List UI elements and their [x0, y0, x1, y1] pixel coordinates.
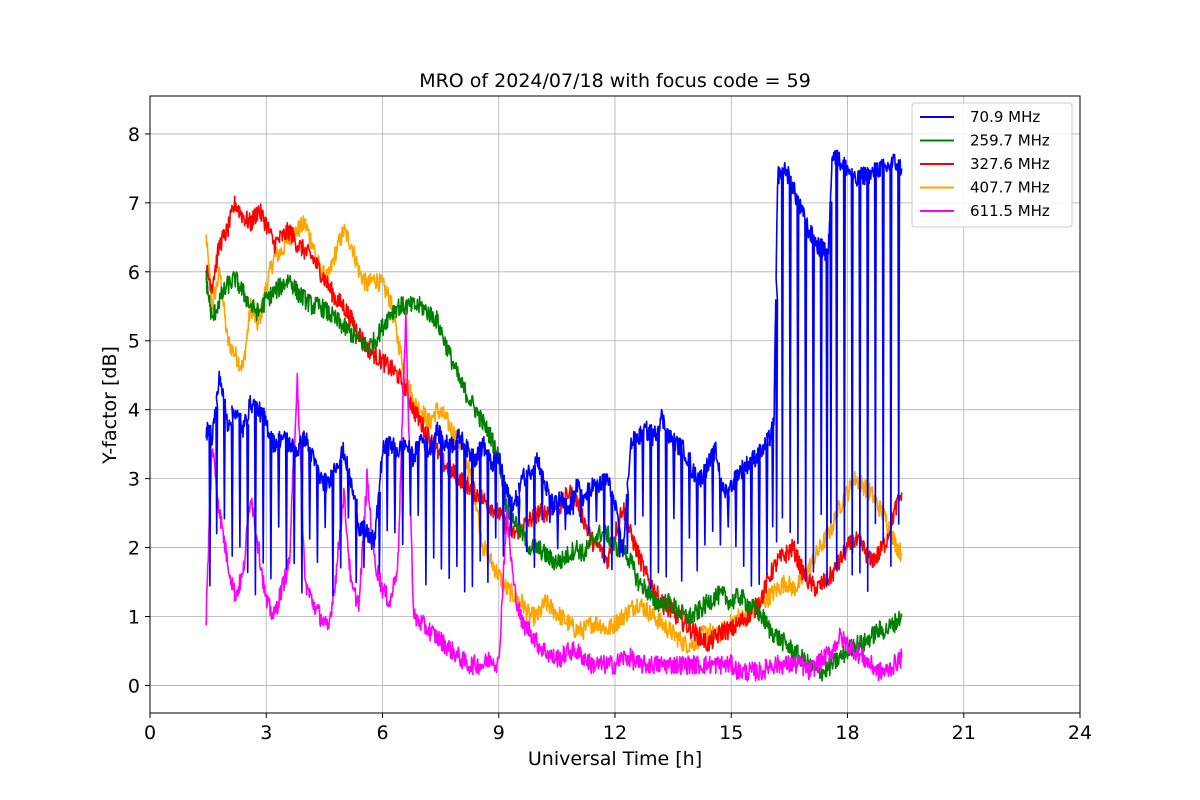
grid	[149, 96, 1081, 713]
y-tick-label: 4	[128, 400, 140, 422]
legend-label: 611.5 MHz	[970, 202, 1050, 220]
x-tick-label: 9	[493, 722, 505, 744]
legend-label: 70.9 MHz	[970, 108, 1040, 126]
legend-label: 407.7 MHz	[970, 179, 1050, 197]
y-tick-label: 1	[128, 606, 140, 628]
x-axis: 0 3 6 9 12 15 18 21 24	[144, 713, 1092, 744]
x-tick-label: 24	[1068, 722, 1092, 744]
x-tick-label: 0	[144, 722, 156, 744]
chart-title: MRO of 2024/07/18 with focus code = 59	[419, 70, 811, 92]
y-tick-label: 0	[128, 675, 140, 697]
series-line-3	[205, 215, 903, 655]
x-tick-label: 6	[376, 722, 388, 744]
y-tick-label: 7	[128, 193, 140, 215]
y-axis-label: Y-factor [dB]	[99, 346, 121, 465]
y-tick-label: 6	[128, 262, 140, 284]
y-tick-label: 3	[128, 469, 140, 491]
y-tick-label: 5	[128, 331, 140, 353]
x-tick-label: 18	[835, 722, 859, 744]
y-axis: 0 1 2 3 4 5 6 7 8	[128, 124, 150, 697]
series-line-1	[205, 270, 903, 682]
y-tick-label: 8	[128, 124, 140, 146]
legend-box	[911, 102, 1073, 228]
legend-label: 259.7 MHz	[970, 132, 1050, 150]
x-tick-label: 15	[719, 722, 743, 744]
series-line-4	[205, 311, 903, 682]
series-line-0	[205, 149, 903, 597]
y-tick-label: 2	[128, 538, 140, 560]
x-axis-label: Universal Time [h]	[528, 748, 702, 770]
x-tick-label: 3	[260, 722, 272, 744]
legend-label: 327.6 MHz	[970, 155, 1050, 173]
legend: 70.9 MHz 259.7 MHz 327.6 MHz 407.7 MHz 611.5…	[911, 102, 1073, 228]
x-tick-label: 21	[952, 722, 976, 744]
x-tick-label: 12	[603, 722, 627, 744]
plot-area	[205, 149, 903, 682]
